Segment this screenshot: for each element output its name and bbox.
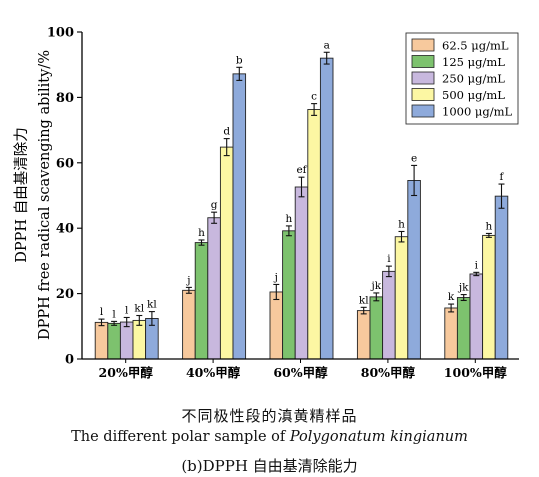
significance-letter: h — [198, 227, 205, 239]
bar — [107, 322, 121, 360]
x-tick-label: 20%甲醇 — [99, 365, 154, 380]
significance-letter: j — [273, 271, 278, 283]
significance-letter: jk — [457, 282, 469, 294]
bar — [294, 186, 309, 360]
bar — [444, 307, 458, 360]
bar — [282, 230, 296, 360]
caption-english-prefix: The different polar sample of — [71, 429, 290, 445]
significance-letter: j — [185, 274, 190, 286]
x-tick-label: 40%甲醇 — [186, 365, 241, 380]
caption-figure-label: (b)DPPH 自由基清除能力 — [181, 457, 358, 475]
significance-letter: l — [100, 306, 104, 318]
y-tick-label: 20 — [56, 287, 74, 302]
y-axis-ticks: 0 20 40 60 80 100 — [47, 26, 82, 368]
bar — [456, 297, 471, 360]
bar — [119, 321, 134, 360]
y-tick-label: 80 — [56, 91, 74, 106]
y-axis-title-english: DPPH free radical scavenging ability/% — [37, 50, 53, 340]
bar — [232, 73, 247, 360]
significance-letter: g — [211, 199, 218, 211]
caption-english: The different polar sample of Polygonatu… — [0, 429, 539, 445]
significance-letter: k — [448, 291, 455, 303]
legend-label: 125 μg/mL — [442, 55, 505, 69]
legend-label: 250 μg/mL — [442, 72, 505, 86]
significance-letter: d — [223, 126, 230, 138]
bar — [194, 242, 209, 360]
legend-swatch — [411, 55, 435, 68]
significance-letter: l — [112, 308, 116, 320]
caption-species-name: Polygonatum kingianum — [289, 429, 468, 445]
legend-swatch — [411, 38, 435, 52]
significance-letter: f — [500, 171, 505, 183]
significance-letter: i — [475, 259, 479, 271]
bar — [394, 236, 409, 360]
bar — [356, 310, 371, 360]
x-tick-label: 100%甲醇 — [444, 365, 507, 380]
bar — [369, 296, 384, 360]
y-tick-label: 40 — [56, 222, 74, 237]
legend-swatch — [411, 88, 435, 101]
y-tick-label: 0 — [65, 353, 74, 368]
y-tick-label: 100 — [47, 26, 74, 41]
bar — [319, 57, 334, 360]
bar — [182, 289, 196, 360]
error-bars-layer — [98, 51, 505, 328]
legend-label: 500 μg/mL — [442, 88, 505, 102]
caption-chinese: 不同极性段的滇黄精样品 — [181, 407, 358, 425]
bar — [482, 234, 496, 360]
bar — [132, 319, 147, 360]
significance-letter: h — [398, 218, 405, 230]
x-axis-ticks: 20%甲醇 40%甲醇 60%甲醇 80%甲醇 100%甲醇 — [99, 359, 507, 380]
legend-label: 1000 μg/mL — [442, 105, 513, 119]
significance-letter: c — [311, 91, 317, 103]
bar — [407, 180, 421, 360]
legend: 62.5 μg/mL 125 μg/mL 250 μg/mL 500 μg/mL 100… — [405, 32, 519, 125]
bar — [219, 146, 234, 360]
bar — [382, 270, 396, 360]
bar — [207, 217, 221, 360]
bar — [494, 195, 509, 360]
significance-letter: l — [125, 304, 129, 316]
significance-letter: h — [486, 220, 493, 232]
y-axis-title-chinese: DPPH 自由基清除力 — [13, 127, 30, 262]
significance-letter: e — [411, 152, 417, 164]
significance-letter: ef — [296, 164, 307, 176]
legend-label: 62.5 μg/mL — [442, 39, 509, 53]
y-axis-title: DPPH 自由基清除力 DPPH free radical scavenging… — [13, 50, 53, 340]
significance-letter: kl — [147, 299, 157, 311]
legend-swatch — [411, 71, 435, 85]
x-tick-label: 60%甲醇 — [273, 365, 328, 380]
significance-letter: b — [236, 54, 243, 66]
significance-letter: jk — [369, 280, 381, 292]
bar — [307, 109, 321, 360]
bar — [94, 321, 109, 360]
significance-letter: kl — [134, 303, 144, 315]
bar — [269, 291, 284, 360]
legend-swatch — [411, 104, 435, 118]
x-tick-label: 80%甲醇 — [361, 365, 416, 380]
y-tick-label: 60 — [56, 156, 74, 171]
bar — [469, 273, 484, 360]
bar-chart: DPPH 自由基清除力 DPPH free radical scavenging… — [13, 26, 519, 380]
significance-letter: h — [286, 213, 293, 225]
significance-letter: a — [324, 39, 330, 51]
significance-letter: i — [387, 253, 391, 265]
significance-letter: kl — [359, 294, 369, 306]
